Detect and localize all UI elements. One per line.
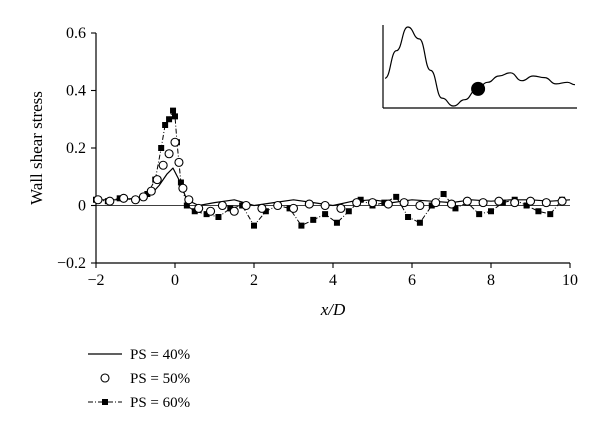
series-ps50-marker <box>93 195 103 205</box>
series-ps50-marker <box>217 200 227 211</box>
x-axis-title: x/D <box>320 300 346 319</box>
series-ps50-marker <box>257 203 267 213</box>
series-ps60-marker <box>158 145 165 151</box>
series-ps50-marker <box>352 198 362 208</box>
y-tick-label: 0 <box>78 198 86 215</box>
series-ps50-marker <box>178 183 188 193</box>
series-ps60-marker <box>405 214 412 220</box>
legend: PS = 40% PS = 50% PS = 60% <box>88 347 190 411</box>
series-ps50-marker <box>158 160 168 170</box>
series-ps60-marker <box>170 107 177 114</box>
series-group <box>93 107 571 229</box>
series-ps60-marker <box>345 208 352 215</box>
series-ps60-marker <box>310 216 317 223</box>
series-ps50-marker <box>367 198 378 208</box>
x-tick-label: 10 <box>562 272 578 289</box>
series-ps50-marker <box>478 198 488 208</box>
series-ps60-marker <box>172 113 178 120</box>
series-ps60-marker <box>191 208 198 215</box>
series-ps50-marker <box>194 203 204 213</box>
series-ps50-marker <box>557 196 567 206</box>
series-ps60-marker <box>162 122 169 128</box>
legend-ps50-swatch <box>100 373 110 383</box>
series-ps50-marker <box>138 192 148 202</box>
series-ps60-marker <box>215 214 222 220</box>
x-tick-label: 8 <box>487 272 495 289</box>
series-ps60-marker <box>177 179 184 186</box>
series-ps50-marker <box>541 198 551 208</box>
y-axis-title: Wall shear stress <box>27 91 46 205</box>
series-ps60-marker <box>416 219 423 226</box>
series-ps50-marker <box>320 200 330 211</box>
series-ps50-marker <box>431 198 441 208</box>
y-tick-label: 0.2 <box>66 140 86 157</box>
series-ps50-marker <box>152 175 162 185</box>
series-ps60-marker <box>227 205 234 212</box>
y-tick-label: 0.4 <box>66 83 86 100</box>
series-ps50-marker <box>462 196 472 206</box>
series-ps50-marker <box>206 206 216 216</box>
axes: −2 0 2 4 6 8 10 −0.2 0 0.2 0.4 0.6 x/D Wall shear str… <box>27 25 578 319</box>
series-ps60-line <box>95 109 563 227</box>
series-ps60-marker <box>523 202 530 209</box>
series-ps50-marker <box>241 200 251 211</box>
series-ps50-marker <box>336 203 346 213</box>
legend-ps60-swatch-marker <box>102 399 108 405</box>
series-ps50-marker <box>446 199 457 209</box>
series-ps60-marker <box>166 116 173 123</box>
series-ps50-marker <box>304 199 314 209</box>
inset-position-marker <box>471 81 486 96</box>
series-ps60-marker <box>251 222 257 229</box>
series-ps50-marker <box>130 195 141 205</box>
y-tick-label: 0.6 <box>66 25 86 42</box>
y-tick-label: −0.2 <box>57 255 86 272</box>
series-ps50-marker <box>174 157 184 167</box>
x-tick-label: 6 <box>408 272 416 289</box>
legend-ps40-label: PS = 40% <box>130 347 190 363</box>
series-ps50-marker <box>184 195 194 205</box>
series-ps60-marker <box>476 211 483 218</box>
series-ps60-marker <box>357 196 364 203</box>
series-ps50-marker <box>164 149 174 159</box>
series-ps50-marker <box>288 203 299 213</box>
series-ps50-marker <box>399 198 409 208</box>
series-ps50-marker <box>494 196 504 206</box>
series-ps60-marker <box>452 205 459 212</box>
series-ps60-marker <box>488 208 494 215</box>
series-ps50-marker <box>510 198 520 208</box>
series-ps50-marker <box>229 206 239 216</box>
x-tick-label: 0 <box>171 272 179 289</box>
series-ps50-marker <box>525 196 536 206</box>
x-tick-label: 4 <box>329 272 337 289</box>
series-ps60-marker <box>298 222 305 229</box>
series-ps60-marker <box>535 208 542 215</box>
series-ps60-marker <box>144 191 151 197</box>
series-ps60-marker <box>547 211 554 218</box>
inset-plot <box>382 25 577 109</box>
series-ps50-marker <box>273 200 283 211</box>
series-ps50-marker <box>383 199 393 209</box>
series-ps50-marker <box>119 193 129 203</box>
series-ps50-marker <box>146 186 156 196</box>
series-ps60-marker <box>333 219 340 226</box>
series-ps60-marker <box>183 202 190 209</box>
series-ps60-marker <box>393 193 400 200</box>
series-ps50-marker <box>170 137 180 147</box>
legend-ps50-label: PS = 50% <box>130 371 190 387</box>
x-tick-label: 2 <box>250 272 258 289</box>
series-ps50-marker <box>415 200 425 211</box>
series-ps60-marker <box>428 202 435 209</box>
series-ps60-marker <box>203 211 210 218</box>
series-ps40-line <box>96 167 571 207</box>
series-ps50-marker <box>105 196 115 206</box>
series-ps60-marker <box>322 211 329 218</box>
series-ps60-marker <box>440 191 447 197</box>
series-ps60-marker <box>262 208 269 215</box>
x-tick-label: −2 <box>87 272 104 289</box>
legend-ps60-label: PS = 60% <box>130 395 190 411</box>
